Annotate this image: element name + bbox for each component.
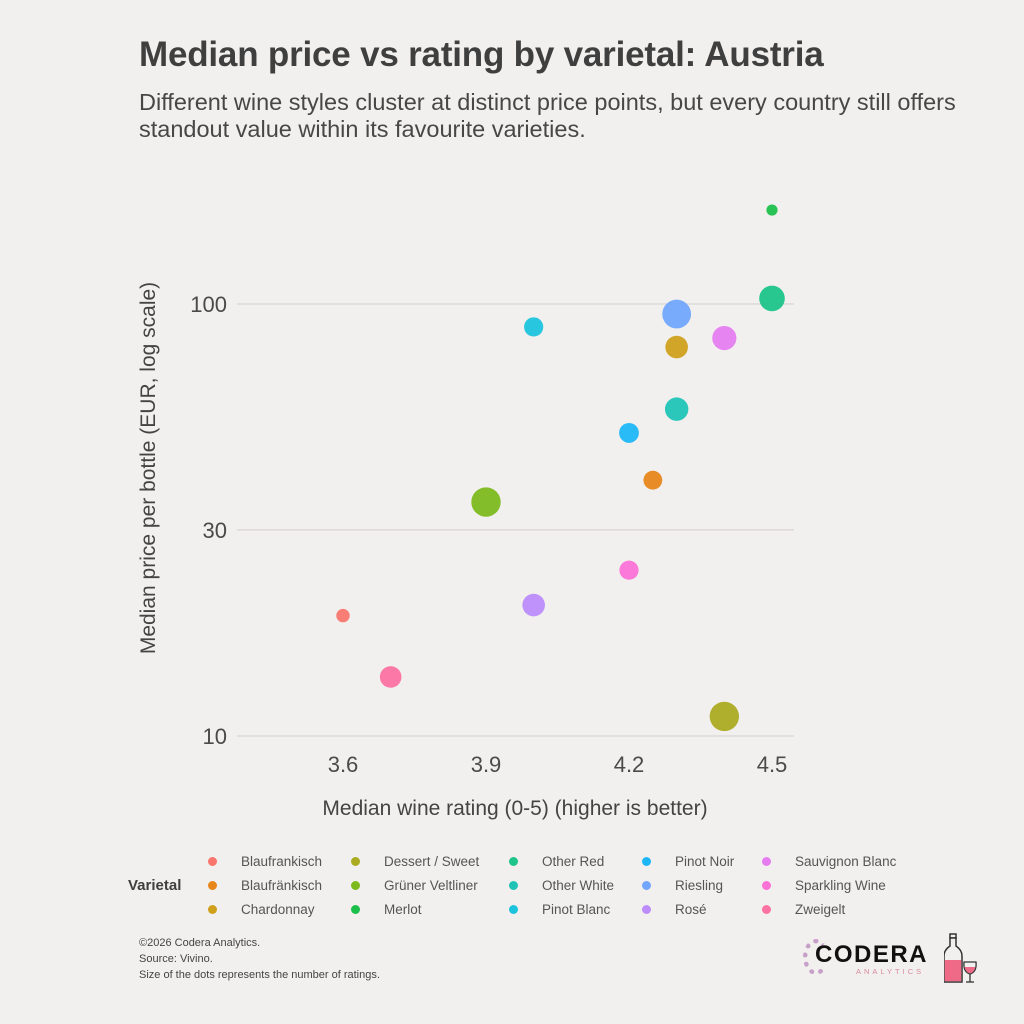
data-point-other-white [664,397,689,421]
data-point-pinot-noir [619,423,639,443]
data-point-zweigelt [379,666,402,688]
gridlines [237,303,794,737]
legend-dot-icon [208,857,217,866]
legend-dot-icon [762,857,771,866]
legend-dot-icon [762,905,771,914]
data-point-other-red [759,285,785,312]
legend-dot-icon [208,905,217,914]
x-tick-label: 3.9 [471,752,502,777]
legend-dot-icon [642,857,651,866]
x-tick-labels: 3.6 3.9 4.2 4.5 [328,752,788,777]
legend-label: Pinot Blanc [542,902,611,917]
x-axis-label: Median wine rating (0-5) (higher is bett… [322,797,708,820]
y-tick-label: 10 [203,724,227,749]
legend-item: Rosé [642,902,707,917]
logo-subtitle: ANALYTICS [856,967,925,976]
legend-label: Riesling [675,878,724,893]
legend-label: Blaufrankisch [241,854,323,869]
chart-subtitle: Different wine styles cluster at distinc… [139,89,956,142]
legend-item: Dessert / Sweet [351,854,479,869]
legend-label: Other White [542,878,615,893]
legend-dot-icon [509,857,518,866]
x-tick-label: 3.6 [328,752,359,777]
x-tick-label: 4.2 [614,752,645,777]
legend-item: Blaufrankisch [208,854,322,869]
legend-item: Sauvignon Blanc [762,854,896,869]
data-point-sparkling-wine [619,560,639,580]
codera-logo: CODERA ANALYTICS [803,937,927,979]
legend-dot-icon [351,881,360,890]
data-point-rosé [522,593,545,617]
legend-item: Pinot Noir [642,854,734,869]
legend-label: Rosé [675,902,707,917]
logo-swirl-icon [803,939,829,975]
legend-dot-icon [351,905,360,914]
y-tick-label: 100 [190,292,227,317]
y-tick-label: 30 [203,518,227,543]
legend-label: Merlot [384,902,422,917]
data-point-sauvignon-blanc [712,325,737,351]
legend-item: Other White [509,878,614,893]
legend-dot-icon [509,905,518,914]
data-point-dessert-sweet [709,701,740,732]
legend-label: Sparkling Wine [795,878,886,893]
legend-label: Grüner Veltliner [384,878,478,893]
chart-title: Median price vs rating by varietal: Aust… [139,35,824,74]
legend-item: Grüner Veltliner [351,878,478,893]
legend-dot-icon [351,857,360,866]
data-points [336,204,785,732]
legend-label: Blaufränkisch [241,878,323,893]
copyright-text: ©2026 Codera Analytics. [139,937,261,949]
y-tick-labels: 10 30 100 [190,292,227,749]
legend-item: Blaufränkisch [208,878,322,893]
legend-dot-icon [642,881,651,890]
legend-label: Sauvignon Blanc [795,854,897,869]
logo-name: CODERA [815,941,929,968]
legend-title: Varietal [128,877,182,894]
size-note-text: Size of the dots represents the number o… [139,969,380,981]
footer: ©2026 Codera Analytics. Source: Vivino. … [139,935,380,983]
legend-item: Pinot Blanc [509,902,610,917]
legend-item: Chardonnay [208,902,315,917]
y-axis-label: Median price per bottle (EUR, log scale) [137,281,160,655]
legend-label: Dessert / Sweet [384,854,480,869]
legend-label: Pinot Noir [675,854,735,869]
legend-item: Other Red [509,854,604,869]
data-point-riesling [662,299,692,329]
legend-dot-icon [509,881,518,890]
data-point-pinot-blanc [524,317,544,337]
data-point-blaufrankisch [336,608,350,623]
legend-dot-icon [642,905,651,914]
data-point-grüner-veltliner [471,487,501,517]
legend-item: Riesling [642,878,723,893]
legend-dot-icon [762,881,771,890]
source-text: Source: Vivino. [139,953,213,965]
legend-dot-icon [208,881,217,890]
legend-label: Other Red [542,854,605,869]
data-point-merlot [766,204,778,216]
legend-item: Zweigelt [762,902,845,917]
legend-label: Chardonnay [241,902,315,917]
legend-label: Zweigelt [795,902,846,917]
data-point-blaufränkisch [643,470,663,490]
wine-bottle-icon [944,933,977,983]
x-tick-label: 4.5 [757,752,788,777]
data-point-chardonnay [665,335,688,359]
legend-item: Sparkling Wine [762,878,886,893]
legend-item: Merlot [351,902,422,917]
